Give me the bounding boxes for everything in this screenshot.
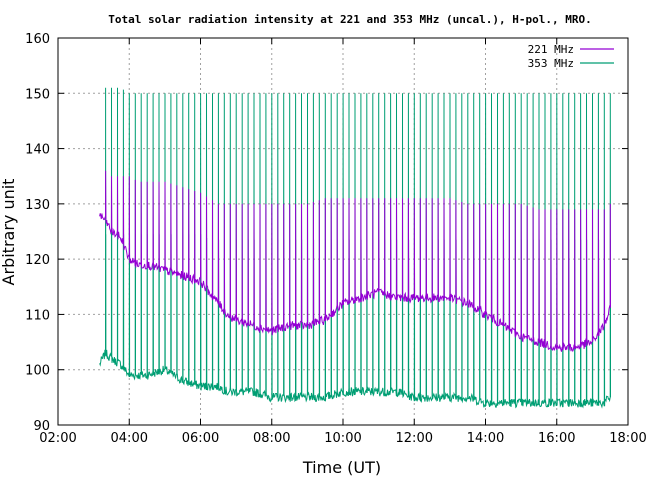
x-tick-label: 14:00 (467, 431, 504, 446)
y-tick-label: 120 (25, 253, 50, 268)
axis-ticks: 02:00 04:00 06:00 08:00 10:00 12:00 14:00 16:00… (25, 32, 647, 446)
series-line-221-mhz (99, 170, 611, 353)
x-tick-label: 06:00 (182, 431, 219, 446)
y-tick-label: 110 (25, 308, 50, 323)
y-tick-label: 130 (25, 198, 50, 213)
y-axis-label: Arbitrary unit (0, 179, 18, 286)
x-tick-label: 12:00 (396, 431, 433, 446)
legend: 221 MHz 353 MHz (528, 43, 614, 70)
x-tick-label: 10:00 (324, 431, 361, 446)
x-tick-label: 02:00 (39, 431, 76, 446)
x-tick-label: 04:00 (111, 431, 148, 446)
y-tick-label: 150 (25, 87, 50, 102)
x-axis-label: Time (UT) (302, 458, 381, 477)
series-line-353-mhz (99, 87, 611, 409)
x-tick-label: 16:00 (538, 431, 575, 446)
chart-title: Total solar radiation intensity at 221 a… (108, 13, 591, 26)
legend-label-221: 221 MHz (528, 43, 574, 56)
series-layer (99, 87, 611, 409)
y-tick-label: 100 (25, 364, 50, 379)
x-tick-label: 08:00 (253, 431, 290, 446)
y-tick-label: 160 (25, 32, 50, 47)
y-tick-label: 140 (25, 143, 50, 158)
legend-label-353: 353 MHz (528, 57, 574, 70)
y-tick-label: 90 (33, 419, 50, 434)
x-tick-label: 18:00 (609, 431, 646, 446)
